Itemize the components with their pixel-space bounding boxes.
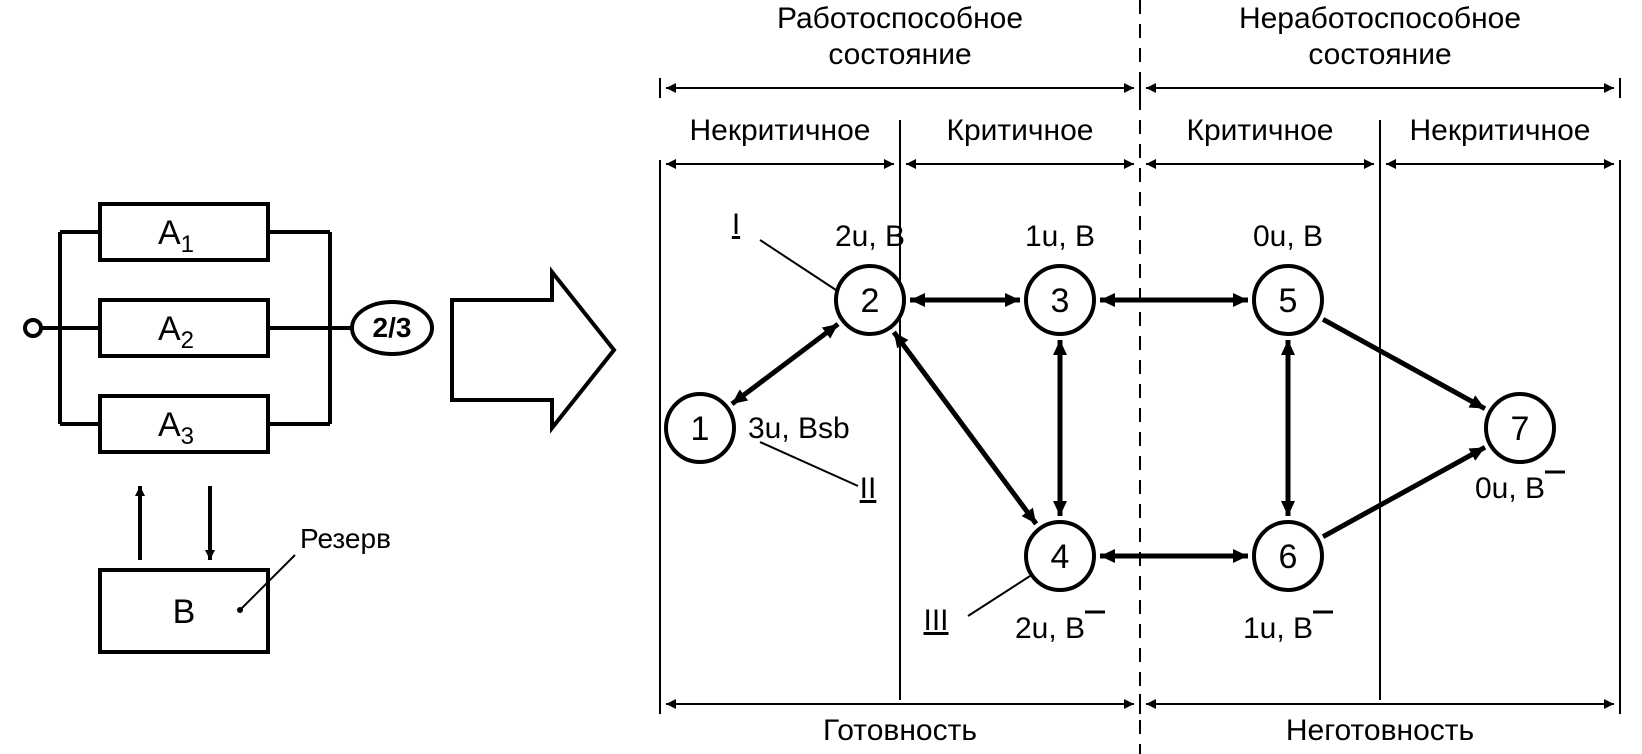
svg-text:Некритичное: Некритичное	[690, 114, 871, 147]
state-diagram: РаботоспособноесостояниеНеработоспособно…	[660, 0, 1620, 754]
svg-text:I: I	[732, 208, 740, 241]
svg-text:0u, B: 0u, B	[1475, 472, 1545, 505]
svg-text:2: 2	[861, 282, 880, 320]
svg-text:B: B	[173, 593, 196, 631]
svg-text:Некритичное: Некритичное	[1410, 114, 1591, 147]
svg-text:3: 3	[1051, 282, 1070, 320]
svg-text:Критичное: Критичное	[947, 114, 1094, 147]
svg-text:Неготовность: Неготовность	[1286, 714, 1474, 747]
svg-text:состояние: состояние	[1308, 38, 1451, 71]
svg-text:Резерв: Резерв	[300, 523, 391, 554]
svg-text:2u, B: 2u, B	[835, 220, 905, 253]
svg-text:Неработоспособное: Неработоспособное	[1239, 2, 1521, 35]
svg-text:5: 5	[1279, 282, 1298, 320]
svg-text:2/3: 2/3	[373, 312, 412, 343]
block-diagram: A1A2A32/3BРезерв	[25, 204, 614, 652]
svg-text:6: 6	[1279, 538, 1298, 576]
svg-text:III: III	[923, 604, 948, 637]
svg-text:1u, B: 1u, B	[1243, 612, 1313, 645]
svg-text:3u, Bsb: 3u, Bsb	[748, 412, 850, 445]
transform-arrow	[452, 272, 614, 428]
svg-text:Готовность: Готовность	[823, 714, 977, 747]
svg-text:1u, B: 1u, B	[1025, 220, 1095, 253]
svg-text:7: 7	[1511, 410, 1530, 448]
svg-text:1: 1	[691, 410, 710, 448]
svg-text:0u, B: 0u, B	[1253, 220, 1323, 253]
svg-text:Критичное: Критичное	[1187, 114, 1334, 147]
svg-text:состояние: состояние	[828, 38, 971, 71]
svg-text:4: 4	[1051, 538, 1070, 576]
svg-text:II: II	[860, 472, 877, 505]
svg-text:Работоспособное: Работоспособное	[777, 2, 1023, 35]
svg-text:2u, B: 2u, B	[1015, 612, 1085, 645]
